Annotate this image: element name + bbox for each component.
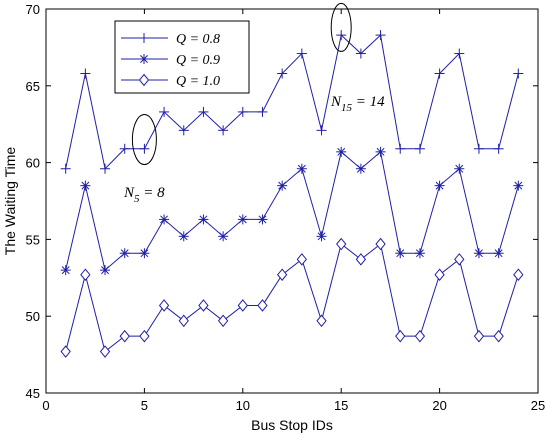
data-point — [178, 125, 189, 136]
data-point — [454, 48, 465, 59]
legend-entry: Q = 0.8 — [176, 32, 220, 47]
data-point — [139, 248, 150, 259]
data-point — [355, 253, 367, 266]
y-tick-label: 50 — [26, 309, 40, 324]
data-point — [316, 231, 327, 242]
x-tick-label: 25 — [531, 398, 545, 413]
data-point — [119, 329, 130, 343]
data-point — [159, 106, 170, 117]
data-point — [178, 314, 189, 328]
data-point — [434, 268, 445, 282]
y-tick-label: 45 — [26, 386, 40, 401]
data-point — [198, 214, 209, 225]
x-tick-label: 20 — [432, 398, 446, 413]
data-point — [60, 345, 71, 358]
data-point — [414, 143, 425, 154]
y-tick-label: 55 — [26, 232, 40, 247]
data-point — [493, 248, 504, 259]
data-point — [119, 248, 130, 259]
data-point — [513, 68, 524, 79]
data-point — [296, 48, 307, 59]
y-tick-label: 65 — [26, 79, 40, 94]
data-point — [60, 163, 71, 174]
data-point — [80, 68, 91, 79]
data-point — [375, 237, 386, 251]
data-point — [158, 299, 170, 312]
data-point — [257, 214, 268, 225]
data-point — [218, 231, 229, 242]
data-point — [375, 30, 386, 41]
highlight-ellipse-n15 — [330, 2, 352, 52]
annotation-label: N5 = 8 — [123, 185, 165, 205]
legend-marker — [138, 73, 150, 87]
data-point — [218, 125, 229, 136]
data-point — [198, 299, 209, 312]
data-point — [395, 143, 406, 154]
data-point — [513, 180, 524, 191]
data-point — [473, 143, 484, 154]
data-point — [296, 163, 307, 174]
data-point — [336, 30, 347, 41]
data-point — [139, 143, 150, 154]
data-point — [395, 329, 406, 343]
data-point — [100, 265, 111, 276]
legend-entry: Q = 0.9 — [176, 53, 220, 68]
x-axis-label: Bus Stop IDs — [251, 417, 333, 433]
x-tick-label: 10 — [236, 398, 250, 413]
data-point — [375, 146, 386, 157]
data-point — [257, 106, 268, 117]
data-point — [80, 268, 91, 282]
data-point — [355, 48, 366, 59]
x-tick-label: 15 — [334, 398, 348, 413]
data-point — [277, 68, 288, 79]
data-point — [473, 248, 484, 259]
y-tick-label: 60 — [26, 156, 40, 171]
data-point — [99, 345, 111, 358]
data-point — [139, 329, 150, 343]
data-point — [454, 163, 465, 174]
data-point — [473, 329, 485, 343]
data-point — [159, 214, 170, 225]
data-point — [355, 163, 366, 174]
annotation-label: N15 = 14 — [330, 94, 385, 114]
data-point — [395, 248, 406, 259]
data-point — [119, 143, 130, 154]
data-point — [277, 180, 288, 191]
y-tick-label: 70 — [26, 2, 40, 17]
data-point — [414, 248, 425, 259]
x-tick-label: 5 — [141, 398, 148, 413]
data-point — [80, 180, 91, 191]
data-point — [237, 299, 248, 312]
data-point — [257, 299, 268, 312]
data-point — [178, 231, 189, 242]
data-point — [434, 180, 445, 191]
data-point — [434, 68, 445, 79]
data-point — [237, 106, 248, 117]
data-point — [277, 268, 288, 282]
data-point — [493, 143, 504, 154]
data-point — [198, 106, 209, 117]
data-point — [100, 163, 111, 174]
data-point — [336, 237, 347, 251]
data-point — [237, 214, 248, 225]
y-axis-label: The Waiting Time — [2, 147, 18, 256]
data-point — [336, 146, 347, 157]
data-point — [414, 329, 426, 343]
highlight-ellipse-n5 — [131, 114, 157, 166]
data-point — [316, 314, 327, 328]
data-point — [316, 125, 327, 136]
data-point — [513, 268, 524, 282]
data-point — [454, 253, 465, 266]
legend-marker — [139, 54, 149, 64]
data-point — [296, 253, 307, 266]
legend-entry: Q = 1.0 — [176, 74, 220, 89]
data-point — [60, 265, 71, 276]
x-tick-label: 0 — [42, 398, 49, 413]
data-point — [217, 314, 229, 328]
legend-marker — [139, 33, 149, 43]
data-point — [493, 329, 504, 343]
legend-box — [114, 20, 250, 94]
